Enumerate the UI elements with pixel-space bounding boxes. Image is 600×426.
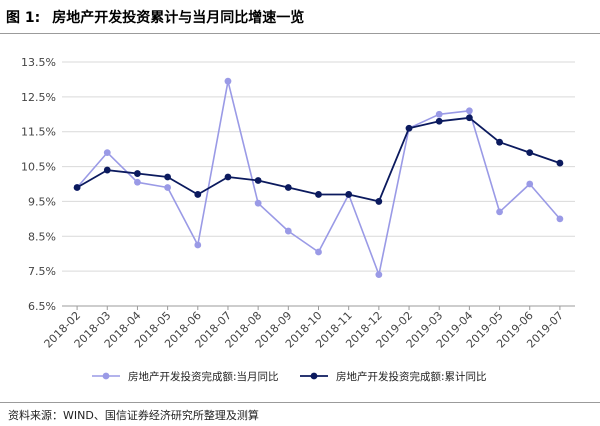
y-tick-label: 13.5% [21, 56, 56, 69]
data-point-cumulative [254, 177, 262, 184]
data-point-cumulative [103, 166, 111, 174]
series-line-cumulative [76, 116, 561, 203]
data-point-monthly [103, 149, 111, 157]
data-point-monthly [224, 77, 232, 85]
line-chart: 6.5%7.5%8.5%9.5%10.5%11.5%12.5%13.5%2018… [21, 56, 575, 383]
data-point-cumulative [465, 114, 473, 122]
data-point-monthly [556, 215, 564, 223]
data-point-monthly [254, 199, 262, 207]
data-point-cumulative [435, 117, 443, 125]
figure-title-bar: 图 1: 房地产开发投资累计与当月同比增速一览 [0, 0, 600, 34]
data-point-cumulative [284, 184, 292, 191]
data-point-monthly [465, 107, 473, 115]
data-point-monthly [496, 208, 503, 216]
data-point-cumulative [375, 198, 383, 205]
y-tick-label: 11.5% [21, 126, 56, 139]
y-tick-label: 6.5% [28, 300, 56, 313]
data-point-cumulative [194, 191, 202, 198]
data-point-monthly [284, 227, 292, 235]
y-tick-label: 9.5% [28, 195, 56, 208]
data-point-cumulative [164, 173, 172, 181]
data-point-monthly [134, 178, 141, 186]
source-note: 资料来源：WIND、国信证券经济研究所整理及测算 [8, 408, 259, 422]
figure-title: 房地产开发投资累计与当月同比增速一览 [52, 9, 305, 26]
y-tick-label: 12.5% [21, 91, 56, 104]
figure-label: 图 1: [6, 9, 41, 26]
data-point-monthly [315, 248, 322, 256]
y-tick-label: 10.5% [21, 161, 56, 174]
data-point-monthly [435, 110, 443, 118]
data-point-cumulative [345, 191, 353, 198]
data-point-cumulative [405, 124, 413, 132]
data-point-cumulative [556, 159, 564, 167]
data-point-cumulative [526, 149, 534, 157]
data-point-monthly [375, 271, 383, 279]
data-point-cumulative [315, 191, 322, 198]
data-point-cumulative [73, 184, 81, 191]
source-footer: 资料来源：WIND、国信证券经济研究所整理及测算 [0, 402, 600, 426]
y-tick-label: 8.5% [28, 230, 56, 243]
data-point-monthly [194, 241, 202, 249]
data-point-monthly [526, 180, 534, 188]
series-line-monthly [76, 80, 561, 276]
data-point-monthly [164, 184, 172, 191]
data-point-cumulative [224, 173, 232, 181]
legend-label-monthly: 房地产开发投资完成额:当月同比 [128, 370, 279, 383]
legend-marker [102, 372, 110, 380]
legend-label-cumulative: 房地产开发投资完成额:累计同比 [336, 370, 487, 383]
data-point-cumulative [134, 170, 141, 177]
data-point-cumulative [496, 138, 503, 146]
y-tick-label: 7.5% [28, 265, 56, 278]
legend-marker [310, 372, 318, 380]
